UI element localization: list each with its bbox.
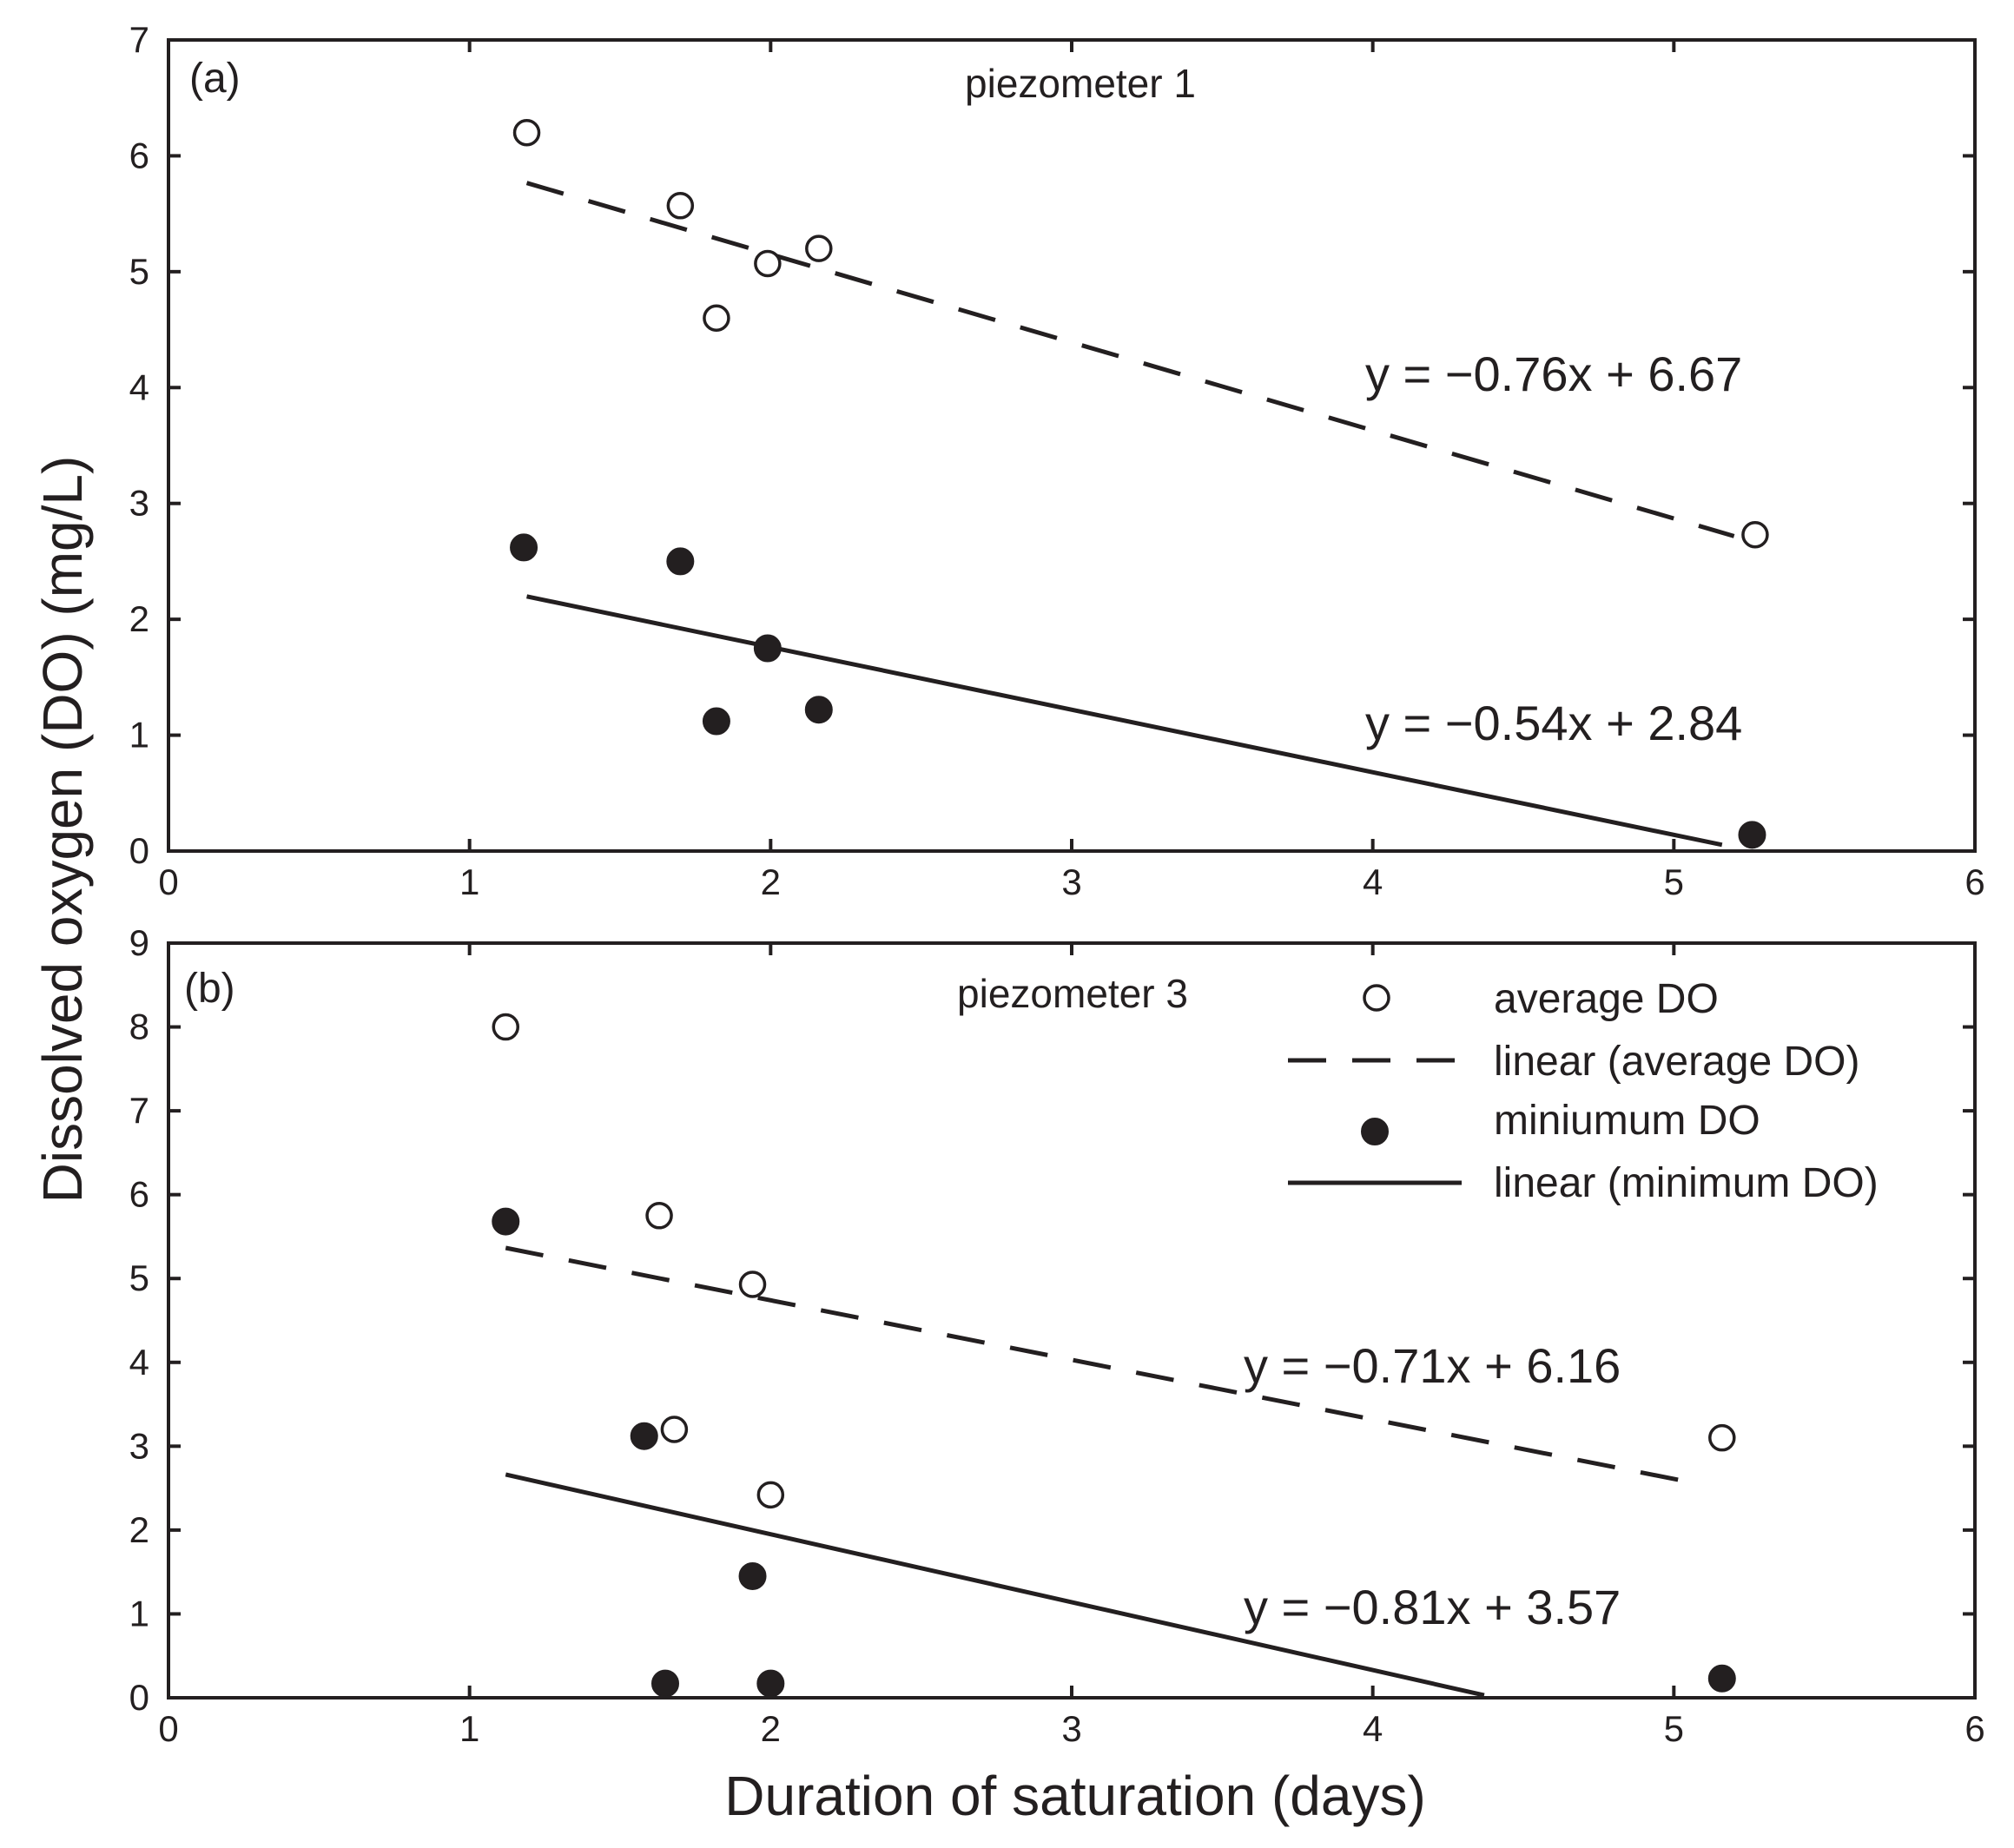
- panel-a-minimum-fit-line: [526, 594, 1723, 848]
- panel-b-y-tick-label: 1: [129, 1593, 149, 1634]
- panel-b-average-point: [660, 1416, 689, 1443]
- panel-b-average-point: [492, 1013, 520, 1041]
- panel-b-average-fit-line: [505, 1245, 1690, 1484]
- panel-a-average-point: [703, 304, 730, 332]
- panel-a-y-tick-label: 6: [129, 135, 149, 175]
- panel-a-average-point: [512, 118, 541, 147]
- panel-a-minimum-point: [510, 533, 538, 562]
- panel-a-plot: 0 1 2 3 4 5 6 7 0 1 2 3 4 5 6: [129, 19, 1985, 902]
- panel-a-average-point: [1741, 520, 1769, 549]
- panel-b-minimum-point: [630, 1422, 658, 1450]
- panel-b-y-tick-label: 4: [129, 1342, 149, 1383]
- panel-b-minimum-point: [738, 1561, 767, 1590]
- panel-a-label: (a): [189, 56, 241, 102]
- panel-a-avg-fit-equation: y = −0.76x + 6.67: [1365, 346, 1742, 401]
- panel-a-minimum-point: [702, 707, 730, 736]
- panel-b-minimum-point: [651, 1669, 679, 1698]
- panel-a-average-fit-line: [525, 181, 1735, 538]
- panel-b-y-tick-label: 7: [129, 1090, 149, 1131]
- legend-minimum-fit-label: linear (minimum DO): [1494, 1160, 1879, 1206]
- panel-a-average-point: [754, 249, 782, 278]
- panel-a-title: piezometer 1: [965, 61, 1196, 106]
- panel-b-y-tick-label: 0: [129, 1677, 149, 1718]
- panel-b-x-tick-label: 3: [1061, 1708, 1081, 1749]
- panel-a-y-tick-label: 1: [129, 715, 149, 756]
- panel-a-min-fit-equation: y = −0.54x + 2.84: [1365, 696, 1742, 750]
- legend: average DO linear (average DO) miniumum …: [1288, 976, 1879, 1206]
- panel-a-y-tick-label: 4: [129, 366, 149, 407]
- panel-a-x-tick-label: 6: [1964, 861, 1984, 902]
- panel-b-minimum-point: [756, 1669, 785, 1698]
- legend-minimum-marker: [1361, 1118, 1389, 1145]
- panel-a-minimum-point: [1738, 821, 1766, 849]
- panel-b-average-point: [1708, 1423, 1736, 1452]
- legend-minimum-label: miniumum DO: [1494, 1098, 1760, 1144]
- panel-b-min-fit-equation: y = −0.81x + 3.57: [1244, 1580, 1621, 1634]
- panel-a-minimum-point: [753, 634, 782, 663]
- panel-b-x-tick-label: 1: [459, 1708, 479, 1749]
- x-axis-title: Duration of saturation (days): [724, 1765, 1426, 1827]
- panel-b-y-tick-label: 3: [129, 1425, 149, 1466]
- panel-a-y-tick-label: 0: [129, 830, 149, 871]
- legend-average-label: average DO: [1494, 976, 1719, 1022]
- panel-b-average-point: [645, 1202, 673, 1230]
- y-axis-title: Dissolved oxygen (DO) (mg/L): [31, 456, 94, 1204]
- panel-a-average-point: [805, 234, 833, 262]
- panel-a-x-tick-label: 3: [1061, 861, 1081, 902]
- panel-a-x-tick-label: 4: [1363, 861, 1383, 902]
- panel-b-average-point: [738, 1270, 767, 1298]
- panel-b-average-point: [756, 1481, 785, 1509]
- panel-b-minimum-point: [492, 1207, 520, 1236]
- panel-b-y-tick-label: 9: [129, 922, 149, 963]
- legend-average-fit-label: linear (average DO): [1494, 1039, 1860, 1085]
- panel-a-y-tick-label: 7: [129, 19, 149, 60]
- panel-b-minimum-point: [1707, 1664, 1736, 1693]
- panel-b-x-tick-label: 0: [158, 1708, 178, 1749]
- panel-a-y-tick-label: 3: [129, 483, 149, 524]
- panel-a-average-point: [666, 192, 695, 220]
- panel-b-avg-fit-equation: y = −0.71x + 6.16: [1244, 1338, 1621, 1393]
- panel-b-x-tick-label: 6: [1964, 1708, 1984, 1749]
- panel-b-x-tick-label: 4: [1363, 1708, 1383, 1749]
- panel-b-y-tick-label: 5: [129, 1257, 149, 1298]
- panel-a-x-tick-label: 2: [761, 861, 781, 902]
- panel-b: (b) piezometer 3 y = −0.71x + 6.16 y = −…: [129, 922, 1985, 1749]
- panel-a-minimum-point: [804, 696, 833, 724]
- panel-b-y-tick-label: 8: [129, 1006, 149, 1047]
- panel-a-y-tick-label: 2: [129, 598, 149, 639]
- panel-a-x-tick-label: 1: [459, 861, 479, 902]
- legend-average-marker: [1363, 984, 1390, 1012]
- panel-a-minimum-point: [666, 547, 695, 576]
- panel-b-minimum-fit-line: [505, 1472, 1485, 1698]
- panel-b-title: piezometer 3: [957, 971, 1188, 1016]
- panel-b-label: (b): [184, 966, 235, 1012]
- panel-a: (a) piezometer 1 y = −0.76x + 6.67 y = −…: [129, 19, 1985, 902]
- panel-b-y-tick-label: 6: [129, 1174, 149, 1215]
- panel-b-y-tick-label: 2: [129, 1509, 149, 1550]
- panel-a-y-tick-label: 5: [129, 251, 149, 292]
- panel-b-plot: 0 1 2 3 4 5 6 7 8 9 0 1 2 3 4 5 6: [129, 922, 1985, 1749]
- panel-b-x-tick-label: 2: [761, 1708, 781, 1749]
- panel-b-x-tick-label: 5: [1664, 1708, 1684, 1749]
- panel-a-x-tick-label: 0: [158, 861, 178, 902]
- panel-a-x-tick-label: 5: [1664, 861, 1684, 902]
